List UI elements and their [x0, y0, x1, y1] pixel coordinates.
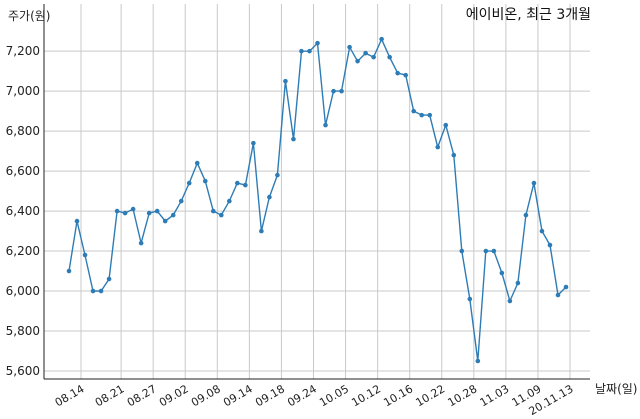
data-point	[507, 298, 513, 304]
data-point	[331, 88, 336, 94]
data-point	[451, 152, 457, 158]
x-tick-label: 08.21	[93, 382, 127, 409]
data-point	[515, 280, 521, 286]
price-series	[66, 36, 569, 364]
data-point	[387, 54, 392, 60]
data-point	[146, 210, 152, 216]
y-tick-label: 7,000	[6, 84, 40, 98]
x-tick-label: 10.05	[317, 382, 351, 409]
data-point	[531, 180, 537, 186]
data-point	[563, 284, 569, 290]
y-tick-label: 5,600	[6, 364, 40, 378]
data-point	[259, 228, 264, 234]
data-point	[427, 112, 433, 118]
data-point	[307, 48, 312, 54]
data-point	[299, 48, 304, 54]
data-point	[323, 122, 328, 128]
y-tick-label: 6,000	[6, 284, 40, 298]
data-point	[251, 140, 256, 146]
y-tick-label: 7,200	[6, 44, 40, 58]
data-point	[122, 210, 128, 216]
y-tick-label: 6,800	[6, 124, 40, 138]
y-axis-label: 주가(원)	[8, 9, 50, 23]
x-tick-label: 10.28	[446, 382, 480, 409]
data-point	[467, 296, 473, 302]
chart-title: 에이비온, 최근 3개월	[466, 7, 591, 23]
data-point	[539, 228, 545, 234]
y-tick-label: 6,400	[6, 204, 40, 218]
data-point	[339, 88, 344, 94]
data-point	[395, 70, 400, 76]
data-point	[138, 240, 144, 246]
x-tick-label: 08.14	[53, 382, 87, 409]
data-point	[90, 288, 96, 294]
data-point	[355, 58, 360, 64]
data-point	[130, 206, 136, 212]
data-point	[555, 292, 561, 298]
data-point	[210, 208, 216, 214]
data-point	[483, 248, 489, 254]
data-point	[162, 218, 168, 224]
data-point	[170, 212, 176, 218]
grid-layer	[44, 4, 590, 379]
data-point	[219, 212, 224, 218]
y-tick-labels: 5,600 5,800 6,000 6,200 6,400 6,600 6,800 7,000…	[6, 44, 40, 378]
data-point	[275, 172, 280, 178]
data-point	[178, 198, 184, 204]
price-line	[68, 37, 567, 362]
data-point	[347, 44, 352, 50]
y-tick-label: 6,200	[6, 244, 40, 258]
data-point	[371, 54, 376, 60]
data-point	[186, 180, 192, 186]
data-point	[235, 180, 240, 186]
x-tick-label: 09.14	[221, 382, 255, 409]
data-point	[98, 288, 104, 294]
data-point	[403, 72, 408, 78]
x-tick-labels: 08.14 08.2108.2709.0209.0809.1409.1809.24…	[53, 382, 576, 418]
data-point	[267, 194, 272, 200]
x-axis-label: 날짜(일)	[595, 382, 637, 396]
x-tick-label: 09.24	[285, 382, 319, 409]
data-point	[547, 242, 553, 248]
data-point	[202, 178, 208, 184]
data-point	[435, 144, 441, 150]
x-tick-label: 09.08	[189, 382, 223, 409]
data-point	[66, 268, 72, 274]
data-point	[194, 160, 200, 166]
x-tick-label: 09.02	[157, 382, 191, 409]
data-point	[419, 112, 425, 118]
x-tick-label: 10.22	[413, 382, 447, 409]
data-point	[443, 122, 449, 128]
data-point	[114, 208, 120, 214]
x-tick-label: 10.12	[349, 382, 383, 409]
y-tick-label: 5,800	[6, 324, 40, 338]
axis-layer	[43, 4, 590, 380]
data-point	[475, 358, 481, 364]
data-point	[523, 212, 529, 218]
data-point	[243, 182, 248, 188]
data-point	[499, 270, 505, 276]
data-point	[154, 208, 160, 214]
x-tick-label: 08.27	[125, 382, 159, 409]
data-point	[363, 50, 368, 56]
y-tick-label: 6,600	[6, 164, 40, 178]
data-point	[82, 252, 88, 258]
data-point	[291, 136, 296, 142]
data-point	[74, 218, 80, 224]
x-tick-label: 09.18	[253, 382, 287, 409]
data-point	[411, 108, 416, 114]
data-point	[379, 36, 384, 42]
data-point	[491, 248, 497, 254]
x-tick-label: 11.03	[478, 382, 512, 409]
data-point	[315, 40, 320, 46]
x-tick-label: 10.16	[381, 382, 415, 409]
data-point	[283, 78, 288, 84]
data-point	[459, 248, 465, 254]
data-point	[106, 276, 112, 282]
data-point	[227, 198, 232, 204]
